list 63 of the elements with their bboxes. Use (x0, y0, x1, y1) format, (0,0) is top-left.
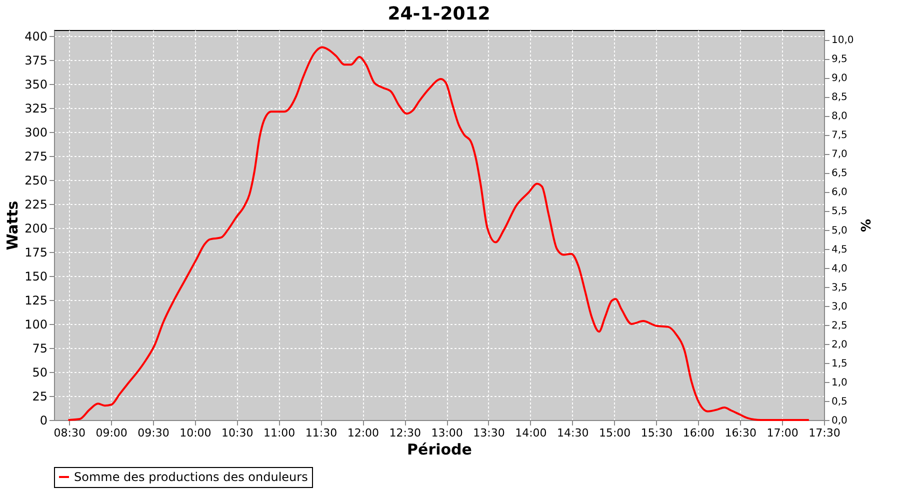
y-tick-label: 300 (24, 125, 48, 140)
y-tick-label: 200 (24, 221, 48, 236)
x-tick-label: 15:30 (640, 426, 673, 440)
x-tick-label: 13:30 (473, 426, 505, 440)
x-tick-label: 17:00 (766, 426, 798, 440)
x-tick-label: 09:00 (96, 426, 128, 440)
y2-tick-label: 2,0 (832, 339, 848, 350)
x-tick-label: 16:30 (724, 426, 756, 440)
y-tick-label: 50 (32, 365, 48, 380)
y-tick-label: 75 (32, 341, 48, 356)
y2-tick-label: 1,5 (832, 358, 848, 370)
y-tick-label: 125 (24, 293, 48, 308)
y2-tick-label: 4,5 (832, 244, 848, 256)
x-tick-label: 10:30 (222, 426, 254, 440)
x-tick-label: 11:30 (305, 426, 338, 440)
x-tick-label: 12:30 (389, 426, 421, 440)
y2-tick-label: 0,0 (832, 416, 848, 426)
legend-label: Somme des productions des onduleurs (74, 470, 308, 484)
x-tick-label: 17:30 (808, 426, 840, 440)
x-tick-label: 15:00 (598, 426, 631, 440)
y-tick-label: 250 (24, 173, 48, 188)
y-tick-label: 325 (24, 101, 48, 116)
y2-tick-label: 6,5 (832, 168, 848, 180)
y2-tick-label: 5,5 (832, 206, 848, 218)
y2-tick-label: 7,5 (832, 130, 848, 142)
x-tick-label: 12:00 (347, 426, 380, 440)
x-tick-label: 13:00 (431, 426, 463, 440)
y2-tick-label: 7,0 (832, 149, 848, 160)
y2-tick-label: 10,0 (832, 35, 854, 46)
y2-tick-label: 2,5 (832, 320, 848, 332)
x-tick-label: 14:30 (557, 426, 589, 440)
x-tick-label: 11:00 (263, 426, 296, 440)
y-tick-label: 175 (24, 245, 48, 260)
y2-tick-label: 0,5 (832, 396, 848, 408)
y-tick-label: 400 (24, 29, 48, 44)
y2-tick-label: 4,0 (832, 263, 848, 274)
y-tick-label: 350 (24, 77, 48, 92)
y-axis-title: Watts (4, 200, 22, 250)
y2-tick-label: 6,0 (832, 187, 848, 198)
y-tick-label: 25 (32, 389, 48, 404)
y-tick-label: 100 (24, 317, 48, 332)
line-series (67, 46, 810, 421)
x-tick-label: 08:30 (54, 426, 86, 440)
y2-tick-label: 8,5 (832, 92, 848, 104)
y-tick-label: 375 (24, 53, 48, 68)
y2-axis-title: % (856, 218, 872, 232)
x-tick-label: 16:00 (682, 426, 715, 440)
y2-tick-label: 3,0 (832, 301, 848, 312)
y2-tick-label: 3,5 (832, 282, 848, 294)
y2-tick-label: 9,0 (832, 73, 848, 84)
y2-tick-label: 5,0 (832, 225, 848, 236)
y2-tick-label: 8,0 (832, 111, 848, 122)
chart-title: 24-1-2012 (388, 3, 490, 24)
x-tick-label: 09:30 (138, 426, 170, 440)
x-axis-title: Période (407, 440, 472, 458)
y2-tick-label: 1,0 (832, 377, 848, 388)
x-tick-label: 14:00 (515, 426, 547, 440)
y-tick-label: 0 (40, 414, 48, 428)
y2-tick-label: 9,5 (832, 54, 848, 66)
x-tick-label: 10:00 (180, 426, 212, 440)
y-tick-label: 225 (24, 197, 48, 212)
y-tick-label: 275 (24, 149, 48, 164)
y-tick-label: 150 (24, 269, 48, 284)
